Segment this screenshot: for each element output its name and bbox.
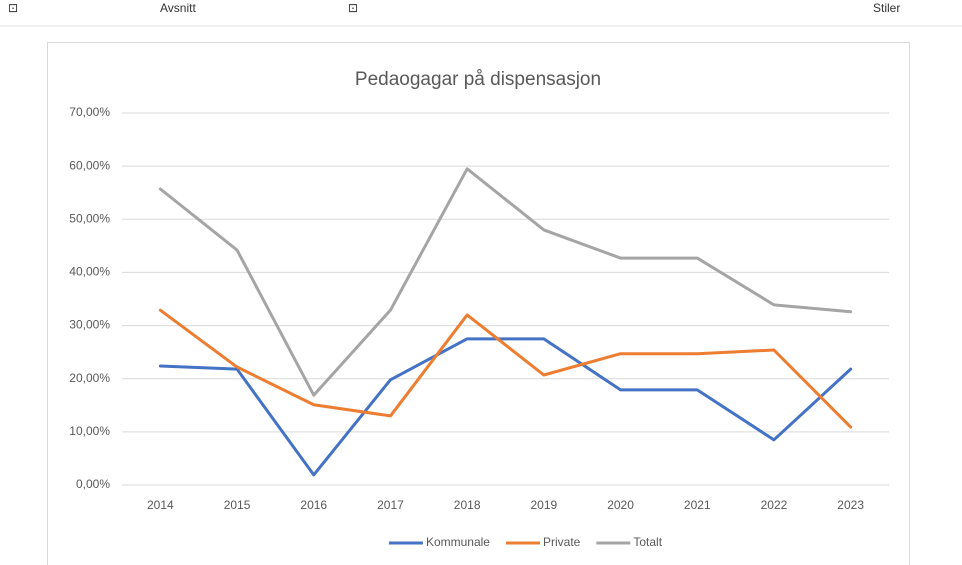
- ribbon-icon: ⊡: [8, 1, 18, 15]
- legend-label: Private: [543, 535, 581, 549]
- y-tick-label: 40,00%: [69, 265, 110, 279]
- line: [158, 337, 853, 477]
- ribbon-label: Stiler: [873, 1, 900, 15]
- line: [158, 167, 853, 397]
- y-tick-label: 0,00%: [76, 477, 110, 491]
- y-tick-label: 60,00%: [69, 158, 110, 172]
- y-tick-label: 50,00%: [69, 211, 110, 225]
- x-tick-label: 2020: [607, 498, 634, 512]
- line: [158, 308, 853, 429]
- x-tick-label: 2017: [377, 498, 404, 512]
- x-tick-label: 2023: [837, 498, 864, 512]
- legend-label: Kommunale: [426, 535, 490, 549]
- x-tick-label: 2014: [147, 498, 174, 512]
- x-tick-label: 2015: [224, 498, 251, 512]
- y-tick-label: 20,00%: [69, 371, 110, 385]
- x-tick-label: 2016: [300, 498, 327, 512]
- y-tick-label: 30,00%: [69, 318, 110, 332]
- ribbon-label: Avsnitt: [160, 1, 196, 15]
- ribbon-icon: ⊡: [348, 1, 358, 15]
- chart-area: [47, 42, 910, 565]
- legend-label: Totalt: [633, 535, 662, 549]
- x-tick-label: 2021: [684, 498, 711, 512]
- x-tick-label: 2022: [761, 498, 788, 512]
- y-tick-label: 10,00%: [69, 424, 110, 438]
- x-tick-label: 2018: [454, 498, 481, 512]
- chart-title: Pedaogagar på dispensasjon: [355, 69, 601, 90]
- y-tick-label: 70,00%: [69, 105, 110, 119]
- ribbon: [0, 0, 962, 26]
- x-tick-label: 2019: [530, 498, 557, 512]
